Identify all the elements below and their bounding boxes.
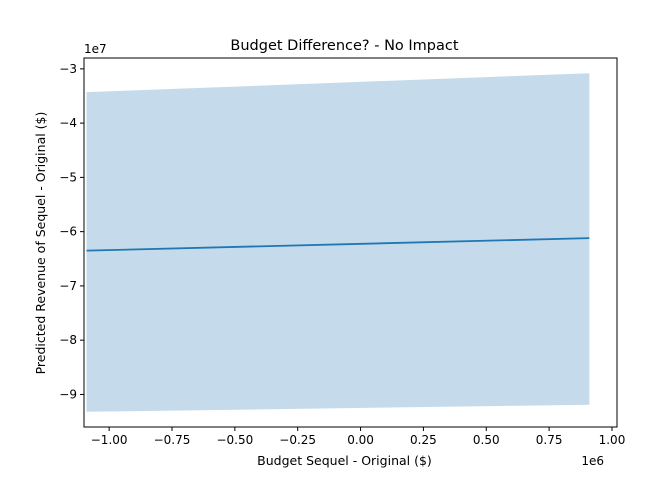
plot-layer bbox=[86, 73, 590, 412]
plot-frame bbox=[83, 57, 618, 428]
y-tick-label: −9 bbox=[59, 387, 77, 401]
y-tick-label: −4 bbox=[59, 116, 77, 130]
x-tick-label: −0.75 bbox=[154, 433, 191, 447]
confidence-band bbox=[86, 73, 590, 412]
x-tick-label: −0.50 bbox=[216, 433, 253, 447]
x-tick-label: 1.00 bbox=[599, 433, 626, 447]
y-axis-offset-label: 1e7 bbox=[84, 42, 107, 56]
x-tick-label: 0.50 bbox=[473, 433, 500, 447]
y-tick-label: −6 bbox=[59, 225, 77, 239]
y-axis: −9 −8 −7 −6 −5 −4 −3 bbox=[59, 62, 84, 401]
y-tick-label: −3 bbox=[59, 62, 77, 76]
y-axis-label: Predicted Revenue of Sequel - Original (… bbox=[33, 112, 48, 375]
x-tick-label: −0.25 bbox=[279, 433, 316, 447]
y-tick-label: −8 bbox=[59, 333, 77, 347]
x-tick-label: −1.00 bbox=[91, 433, 128, 447]
x-axis-offset-label: 1e6 bbox=[581, 454, 604, 468]
regression-line bbox=[86, 237, 590, 252]
y-tick-label: −7 bbox=[59, 279, 77, 293]
x-axis: −1.00 −0.75 −0.50 −0.25 0.00 0.25 0.50 0.75 1.00 bbox=[91, 427, 626, 447]
chart-title: Budget Difference? - No Impact bbox=[230, 38, 458, 54]
x-tick-label: 0.00 bbox=[347, 433, 374, 447]
y-tick-label: −5 bbox=[59, 170, 77, 184]
x-tick-label: 0.75 bbox=[536, 433, 563, 447]
x-axis-label: Budget Sequel - Original ($) bbox=[257, 453, 432, 468]
x-tick-label: 0.25 bbox=[410, 433, 437, 447]
